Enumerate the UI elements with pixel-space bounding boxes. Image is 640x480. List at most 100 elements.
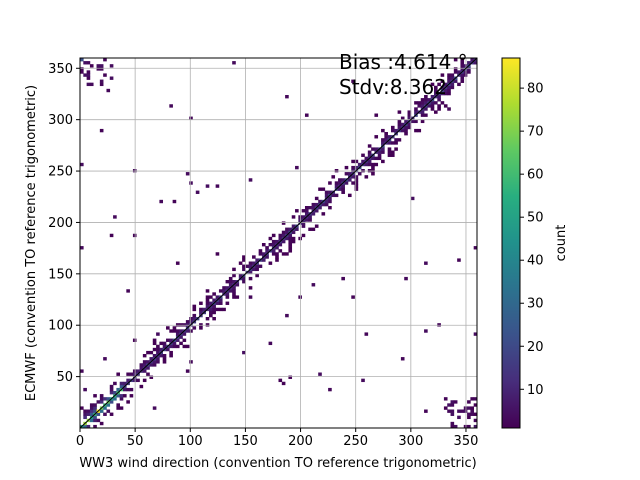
heatmap-cell	[450, 409, 455, 413]
heatmap-cell	[268, 341, 273, 346]
heatmap-cell	[80, 369, 84, 373]
heatmap-cell	[89, 406, 94, 410]
heatmap-cell	[281, 381, 286, 386]
heatmap-cell	[99, 397, 104, 401]
heatmap-cell	[232, 289, 236, 293]
heatmap-cell	[324, 190, 329, 194]
heatmap-cell	[341, 190, 345, 194]
heatmap-cell	[80, 67, 84, 71]
heatmap-cell	[354, 178, 359, 182]
heatmap-cell	[354, 187, 359, 191]
heatmap-cell	[384, 138, 388, 142]
heatmap-cell	[80, 162, 84, 167]
heatmap-cell	[252, 267, 256, 272]
heatmap-cell	[301, 209, 306, 213]
heatmap-cell	[427, 98, 431, 102]
heatmap-cell	[288, 233, 293, 238]
heatmap-cell	[271, 249, 276, 253]
heatmap-cell	[80, 246, 84, 250]
heatmap-cell	[215, 307, 220, 312]
heatmap-cell	[387, 141, 392, 145]
heatmap-cell	[314, 209, 319, 213]
heatmap-cell	[463, 409, 468, 413]
heatmap-cell	[209, 295, 213, 299]
plot-frame	[79, 57, 478, 429]
heatmap-cell	[381, 159, 385, 164]
heatmap-cell	[162, 357, 167, 361]
heatmap-cell	[390, 141, 395, 145]
heatmap-cell	[192, 326, 197, 330]
heatmap-cell	[354, 165, 359, 170]
heatmap-cell	[152, 360, 157, 364]
heatmap-cell	[447, 88, 451, 93]
heatmap-cell	[467, 406, 471, 410]
heatmap-cell	[215, 252, 220, 256]
x-tick-label: 300	[398, 434, 423, 449]
heatmap-cell	[443, 88, 448, 93]
heatmap-cell	[205, 301, 210, 305]
heatmap-cell	[126, 378, 130, 383]
heatmap-cell	[381, 138, 385, 142]
heatmap-cell	[311, 212, 316, 216]
heatmap-cell	[189, 329, 193, 333]
heatmap-cell	[132, 338, 137, 342]
heatmap-cell	[215, 295, 220, 299]
heatmap-cell	[334, 181, 339, 185]
heatmap-cell	[149, 375, 154, 379]
heatmap-cell	[182, 332, 187, 336]
heatmap-cell	[99, 67, 104, 71]
heatmap-cell	[142, 354, 147, 358]
heatmap-cell	[156, 350, 160, 355]
colorbar-tick-label: 10	[527, 383, 544, 398]
heatmap-cell	[404, 119, 408, 124]
heatmap-cell	[281, 221, 286, 225]
heatmap-cell	[443, 406, 448, 410]
heatmap-cell	[433, 85, 438, 90]
heatmap-cell	[106, 409, 111, 413]
heatmap-cell	[261, 243, 266, 247]
heatmap-cell	[450, 400, 455, 404]
heatmap-cell	[473, 246, 477, 250]
heatmap-cell	[450, 421, 455, 426]
heatmap-cell	[357, 172, 362, 176]
heatmap-cell	[298, 215, 302, 219]
heatmap-cell	[311, 227, 316, 231]
heatmap-cell	[248, 261, 253, 265]
heatmap-cell	[185, 344, 190, 349]
heatmap-cell	[397, 110, 402, 114]
heatmap-cell	[136, 378, 140, 383]
heatmap-cell	[430, 104, 435, 108]
heatmap-cell	[152, 363, 157, 367]
heatmap-cell	[242, 350, 246, 355]
heatmap-cell	[222, 286, 226, 290]
heatmap-cell	[341, 276, 345, 281]
heatmap-cell	[146, 366, 150, 370]
x-axis-ticks: 0 50 100 150 200 250 300 350	[76, 428, 478, 449]
heatmap-cell	[271, 233, 276, 238]
heatmap-cell	[93, 406, 97, 410]
heatmap-cell	[248, 178, 253, 182]
heatmap-cell	[460, 73, 465, 77]
heatmap-cell	[400, 357, 405, 361]
heatmap-cell	[295, 209, 299, 213]
heatmap-cell	[185, 329, 190, 333]
heatmap-cell	[103, 73, 107, 77]
heatmap-cell	[304, 209, 309, 213]
heatmap-cell	[288, 227, 293, 231]
heatmap-cell	[86, 424, 91, 428]
heatmap-cell	[93, 394, 97, 398]
heatmap-cell	[189, 317, 193, 321]
heatmap-cell	[169, 350, 173, 355]
heatmap-cell	[410, 119, 415, 124]
heatmap-cell	[218, 289, 223, 293]
heatmap-cell	[185, 369, 190, 373]
heatmap-cell	[113, 397, 117, 401]
heatmap-cell	[427, 104, 431, 108]
heatmap-cell	[453, 58, 458, 62]
heatmap-cell	[301, 224, 306, 228]
heatmap-cell	[252, 261, 256, 265]
heatmap-cell	[321, 202, 326, 207]
heatmap-cell	[129, 387, 134, 392]
y-tick-label: 300	[48, 113, 73, 128]
heatmap-cell	[99, 400, 104, 404]
